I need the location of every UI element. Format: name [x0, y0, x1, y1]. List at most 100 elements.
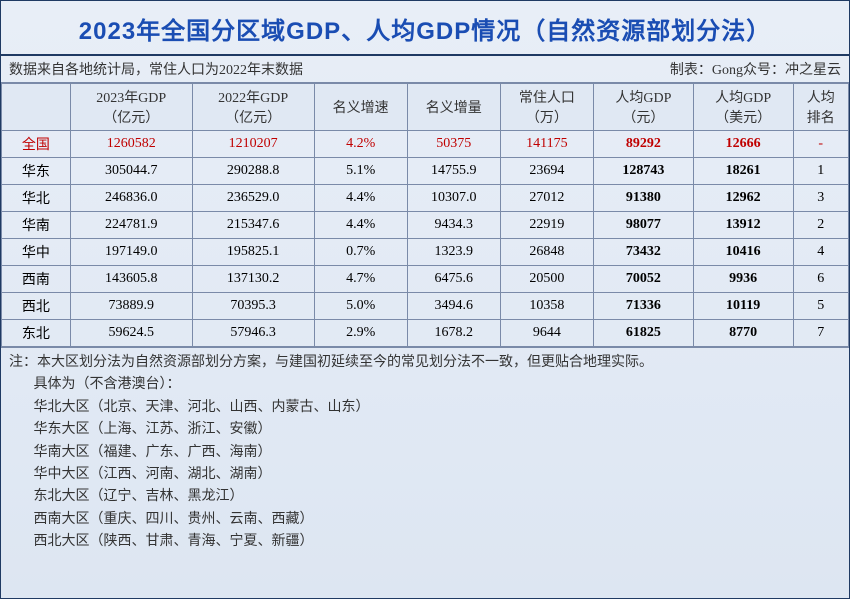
page-container: 2023年全国分区域GDP、人均GDP情况（自然资源部划分法） 数据来自各地统计… — [0, 0, 850, 599]
cell-growth: 4.2% — [314, 131, 407, 158]
cell-gdp2023: 1260582 — [70, 131, 192, 158]
cell-population: 20500 — [500, 266, 593, 293]
cell-gdp2022: 57946.3 — [192, 320, 314, 347]
cell-pc-gdp-cny: 70052 — [593, 266, 693, 293]
note-line-5: 华中大区（江西、河南、湖北、湖南） — [9, 464, 841, 486]
cell-growth: 0.7% — [314, 239, 407, 266]
subtitle-right: 制表：Gong众号：冲之星云 — [670, 59, 841, 79]
cell-gdp2023: 305044.7 — [70, 158, 192, 185]
cell-pc-gdp-usd: 8770 — [693, 320, 793, 347]
col-header-1: 2023年GDP（亿元） — [70, 84, 192, 131]
col-header-2: 2022年GDP（亿元） — [192, 84, 314, 131]
cell-region: 华东 — [2, 158, 71, 185]
cell-rank: 6 — [793, 266, 848, 293]
note-line-1: 具体为（不含港澳台）： — [9, 374, 841, 396]
cell-pc-gdp-cny: 73432 — [593, 239, 693, 266]
col-header-8: 人均排名 — [793, 84, 848, 131]
cell-pc-gdp-usd: 9936 — [693, 266, 793, 293]
note-line-7: 西南大区（重庆、四川、贵州、云南、西藏） — [9, 509, 841, 531]
cell-region: 华北 — [2, 185, 71, 212]
note-line-3: 华东大区（上海、江苏、浙江、安徽） — [9, 419, 841, 441]
col-header-7: 人均GDP（美元） — [693, 84, 793, 131]
cell-rank: 2 — [793, 212, 848, 239]
table-row: 华中197149.0195825.10.7%1323.9268487343210… — [2, 239, 849, 266]
cell-growth: 5.1% — [314, 158, 407, 185]
note-line-0: 注：本大区划分法为自然资源部划分方案，与建国初延续至今的常见划分法不一致，但更贴… — [9, 352, 841, 374]
note-line-6: 东北大区（辽宁、吉林、黑龙江） — [9, 486, 841, 508]
table-row: 西南143605.8137130.24.7%6475.6205007005299… — [2, 266, 849, 293]
cell-increment: 50375 — [407, 131, 500, 158]
table-row: 东北59624.557946.32.9%1678.296446182587707 — [2, 320, 849, 347]
col-header-4: 名义增量 — [407, 84, 500, 131]
cell-population: 10358 — [500, 293, 593, 320]
col-header-3: 名义增速 — [314, 84, 407, 131]
cell-population: 141175 — [500, 131, 593, 158]
page-title: 2023年全国分区域GDP、人均GDP情况（自然资源部划分法） — [1, 1, 849, 54]
cell-pc-gdp-usd: 10416 — [693, 239, 793, 266]
subtitle-left: 数据来自各地统计局，常住人口为2022年末数据 — [9, 59, 303, 79]
cell-increment: 14755.9 — [407, 158, 500, 185]
cell-gdp2022: 70395.3 — [192, 293, 314, 320]
cell-pc-gdp-cny: 91380 — [593, 185, 693, 212]
cell-gdp2022: 236529.0 — [192, 185, 314, 212]
subtitle-row: 数据来自各地统计局，常住人口为2022年末数据 制表：Gong众号：冲之星云 — [1, 54, 849, 83]
note-line-8: 西北大区（陕西、甘肃、青海、宁夏、新疆） — [9, 531, 841, 553]
cell-increment: 3494.6 — [407, 293, 500, 320]
cell-rank: 5 — [793, 293, 848, 320]
cell-increment: 1678.2 — [407, 320, 500, 347]
cell-rank: 7 — [793, 320, 848, 347]
cell-gdp2023: 224781.9 — [70, 212, 192, 239]
cell-gdp2022: 137130.2 — [192, 266, 314, 293]
cell-increment: 10307.0 — [407, 185, 500, 212]
cell-rank: 4 — [793, 239, 848, 266]
cell-gdp2022: 195825.1 — [192, 239, 314, 266]
cell-growth: 4.4% — [314, 212, 407, 239]
cell-region: 华中 — [2, 239, 71, 266]
cell-population: 26848 — [500, 239, 593, 266]
notes-section: 注：本大区划分法为自然资源部划分方案，与建国初延续至今的常见划分法不一致，但更贴… — [1, 347, 849, 558]
cell-population: 9644 — [500, 320, 593, 347]
cell-region: 西南 — [2, 266, 71, 293]
national-row: 全国126058212102074.2%50375141175892921266… — [2, 131, 849, 158]
table-row: 华南224781.9215347.64.4%9434.3229199807713… — [2, 212, 849, 239]
cell-growth: 5.0% — [314, 293, 407, 320]
cell-region: 全国 — [2, 131, 71, 158]
col-header-5: 常住人口（万） — [500, 84, 593, 131]
table-row: 华北246836.0236529.04.4%10307.027012913801… — [2, 185, 849, 212]
table-body: 全国126058212102074.2%5037514117589292 1 2 6 6… — [2, 131, 849, 347]
cell-growth: 2.9% — [314, 320, 407, 347]
cell-gdp2022: 1210207 — [192, 131, 314, 158]
cell-population: 23694 — [500, 158, 593, 185]
cell-population: 27012 — [500, 185, 593, 212]
col-header-6: 人均GDP（元） — [593, 84, 693, 131]
cell-gdp2023: 143605.8 — [70, 266, 192, 293]
cell-region: 华南 — [2, 212, 71, 239]
cell-growth: 4.4% — [314, 185, 407, 212]
cell-gdp2023: 197149.0 — [70, 239, 192, 266]
note-line-2: 华北大区（北京、天津、河北、山西、内蒙古、山东） — [9, 397, 841, 419]
col-header-0 — [2, 84, 71, 131]
table-row: 华东305044.7290288.85.1%14755.923694128743… — [2, 158, 849, 185]
cell-pc-gdp-usd: 18261 — [693, 158, 793, 185]
cell-region: 东北 — [2, 320, 71, 347]
cell-pc-gdp-usd: 12962 — [693, 185, 793, 212]
cell-gdp2023: 59624.5 — [70, 320, 192, 347]
cell-pc-gdp-cny: 128743 — [593, 158, 693, 185]
cell-growth: 4.7% — [314, 266, 407, 293]
cell-pc-gdp-cny: 61825 — [593, 320, 693, 347]
cell-pc-gdp-usd: 10119 — [693, 293, 793, 320]
cell-pc-gdp-cny: 98077 — [593, 212, 693, 239]
cell-increment: 1323.9 — [407, 239, 500, 266]
cell-pc-gdp-cny: 71336 — [593, 293, 693, 320]
cell-gdp2022: 290288.8 — [192, 158, 314, 185]
gdp-table: 2023年GDP（亿元）2022年GDP（亿元）名义增速名义增量常住人口（万）人… — [1, 83, 849, 347]
cell-rank: - — [793, 131, 848, 158]
cell-rank: 1 — [793, 158, 848, 185]
note-line-4: 华南大区（福建、广东、广西、海南） — [9, 442, 841, 464]
cell-gdp2022: 215347.6 — [192, 212, 314, 239]
cell-population: 22919 — [500, 212, 593, 239]
table-header: 2023年GDP（亿元）2022年GDP（亿元）名义增速名义增量常住人口（万）人… — [2, 84, 849, 131]
cell-pc-gdp-usd: 13912 — [693, 212, 793, 239]
cell-region: 西北 — [2, 293, 71, 320]
cell-pc-gdp-cny: 89292 — [593, 131, 693, 158]
